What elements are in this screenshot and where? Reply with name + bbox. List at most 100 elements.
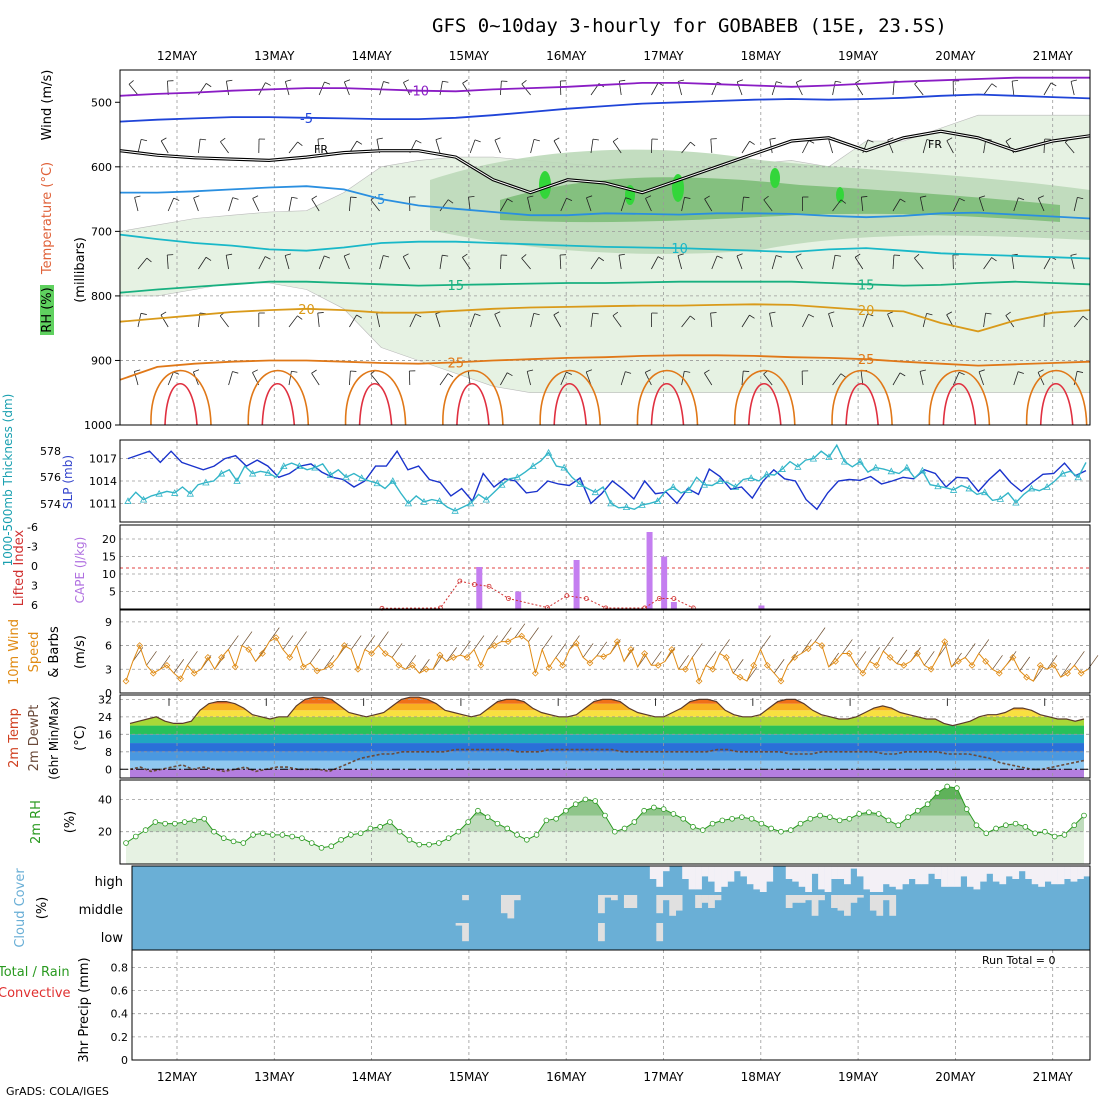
cloud-cell-high xyxy=(708,866,715,882)
surface-wind-barb xyxy=(1046,655,1058,670)
cloud-cell-middle xyxy=(856,895,864,898)
wind-barb-flag xyxy=(887,137,894,141)
thickness-marker xyxy=(233,477,241,484)
cloud-cell-middle xyxy=(500,895,508,914)
cloud-cell-high xyxy=(954,866,961,887)
temp-tick-label: 8 xyxy=(105,746,112,759)
wind-speed-marker xyxy=(586,659,594,667)
cloud-cell-middle xyxy=(695,895,702,908)
wind-barb xyxy=(892,198,901,212)
wind-barb xyxy=(946,140,954,154)
rh-marker xyxy=(836,817,843,824)
cape-bar xyxy=(758,605,765,609)
temperature-band xyxy=(130,751,1084,761)
cloud-cell-low xyxy=(462,923,469,942)
wind-barb xyxy=(741,141,750,154)
cloud-cell-high xyxy=(941,866,948,887)
cloud-cell-high xyxy=(785,866,793,879)
rh-marker xyxy=(875,811,882,817)
thickness-marker xyxy=(124,497,132,505)
wind-barb xyxy=(318,255,325,270)
date-label-top: 12MAY xyxy=(157,49,198,63)
wind-barb-flag xyxy=(946,311,953,316)
wind-barb xyxy=(832,255,836,270)
wind-barb-flag xyxy=(324,255,330,259)
lifted-index-marker xyxy=(457,578,463,584)
surface-wind-barb xyxy=(978,639,990,654)
rh-marker xyxy=(299,835,305,841)
lifted-index-marker xyxy=(564,593,570,599)
rh-marker xyxy=(885,817,892,824)
wind-barb-flag xyxy=(160,137,167,142)
wind-barb xyxy=(1037,372,1045,386)
wind-barb xyxy=(736,81,743,96)
wind-barb-flag xyxy=(586,195,593,199)
temperature-contour xyxy=(119,233,1091,260)
surface-wind-barb xyxy=(419,659,430,674)
cloud-cell-middle xyxy=(662,895,670,901)
cape-tick-label: 20 xyxy=(102,533,116,546)
surface-temp-contour xyxy=(636,369,699,426)
wind-speed-marker xyxy=(572,639,580,647)
wind-barb-flag xyxy=(527,369,534,372)
cloud-cell-high xyxy=(960,866,968,877)
wind-barb xyxy=(1043,256,1052,270)
lifted-index-marker xyxy=(583,596,589,601)
wind-barb-flag xyxy=(134,195,141,198)
cloud-cell-high xyxy=(656,866,664,887)
rh-marker xyxy=(670,811,677,817)
cloud-cover-panel: high middle low Cloud Cover (%) xyxy=(13,865,1091,951)
precip-tick-label: 0.2 xyxy=(111,1031,129,1044)
wind-barb-flag xyxy=(474,139,481,143)
wind-speed-marker xyxy=(531,669,539,677)
wind-barb xyxy=(1064,142,1075,154)
wind-barb xyxy=(736,255,743,270)
wind-barb-flag xyxy=(533,139,540,142)
wind-barb xyxy=(1037,198,1045,212)
wind-barb xyxy=(288,141,298,154)
cloud-cell-middle xyxy=(630,895,638,908)
surface-wind-barb xyxy=(228,635,239,650)
cloud-cell-high xyxy=(928,866,935,874)
wind-barb-flag xyxy=(867,139,874,143)
rh-marker xyxy=(396,828,403,835)
wind-barb xyxy=(1011,255,1015,270)
contour-label: 25 xyxy=(858,353,875,368)
wind-barb-flag xyxy=(521,254,527,259)
wind-barb-flag xyxy=(462,79,468,84)
rh-marker xyxy=(621,825,628,832)
wind-barb-flag xyxy=(1077,370,1084,373)
rh-marker xyxy=(514,832,520,838)
thickness-marker xyxy=(794,463,802,470)
rh-marker xyxy=(963,806,970,812)
surface-temp-contour xyxy=(358,382,393,426)
slp-tick-label: 1014 xyxy=(89,475,117,488)
upper-air-panel: -10 -5 5 10 15 15 20 20 25 25 FR FR 500 600 700 800 900 1… xyxy=(40,69,1091,432)
precip-tick-label: 0.6 xyxy=(111,985,129,998)
surface-wind-barb xyxy=(268,627,280,642)
wind-barb xyxy=(914,257,924,270)
slp-line xyxy=(127,449,1087,511)
rh-marker xyxy=(279,832,286,838)
wind-barb-flag xyxy=(840,199,847,204)
rh-marker xyxy=(778,828,784,835)
wind-speed-marker xyxy=(177,675,184,683)
surface-wind-barb xyxy=(1019,656,1031,672)
wind-barb xyxy=(586,197,592,212)
wind-speed-marker xyxy=(327,661,335,669)
wind-barb xyxy=(467,371,471,386)
surface-temp-contour xyxy=(1025,369,1088,426)
wind-barb xyxy=(137,139,142,154)
cloud-cell-high xyxy=(831,866,838,879)
wind-barb-flag xyxy=(415,313,422,318)
wind-barb xyxy=(468,197,471,212)
wind-barb-flag xyxy=(553,137,560,142)
thickness-marker xyxy=(918,466,927,474)
wind-barb-flag xyxy=(737,79,743,83)
rh-marker xyxy=(367,825,374,832)
rh-marker xyxy=(866,809,872,816)
wind-barb xyxy=(198,83,207,96)
surface-wind-barb xyxy=(760,635,771,650)
wind-barb-flag xyxy=(533,312,540,316)
wind-barb xyxy=(854,257,864,270)
